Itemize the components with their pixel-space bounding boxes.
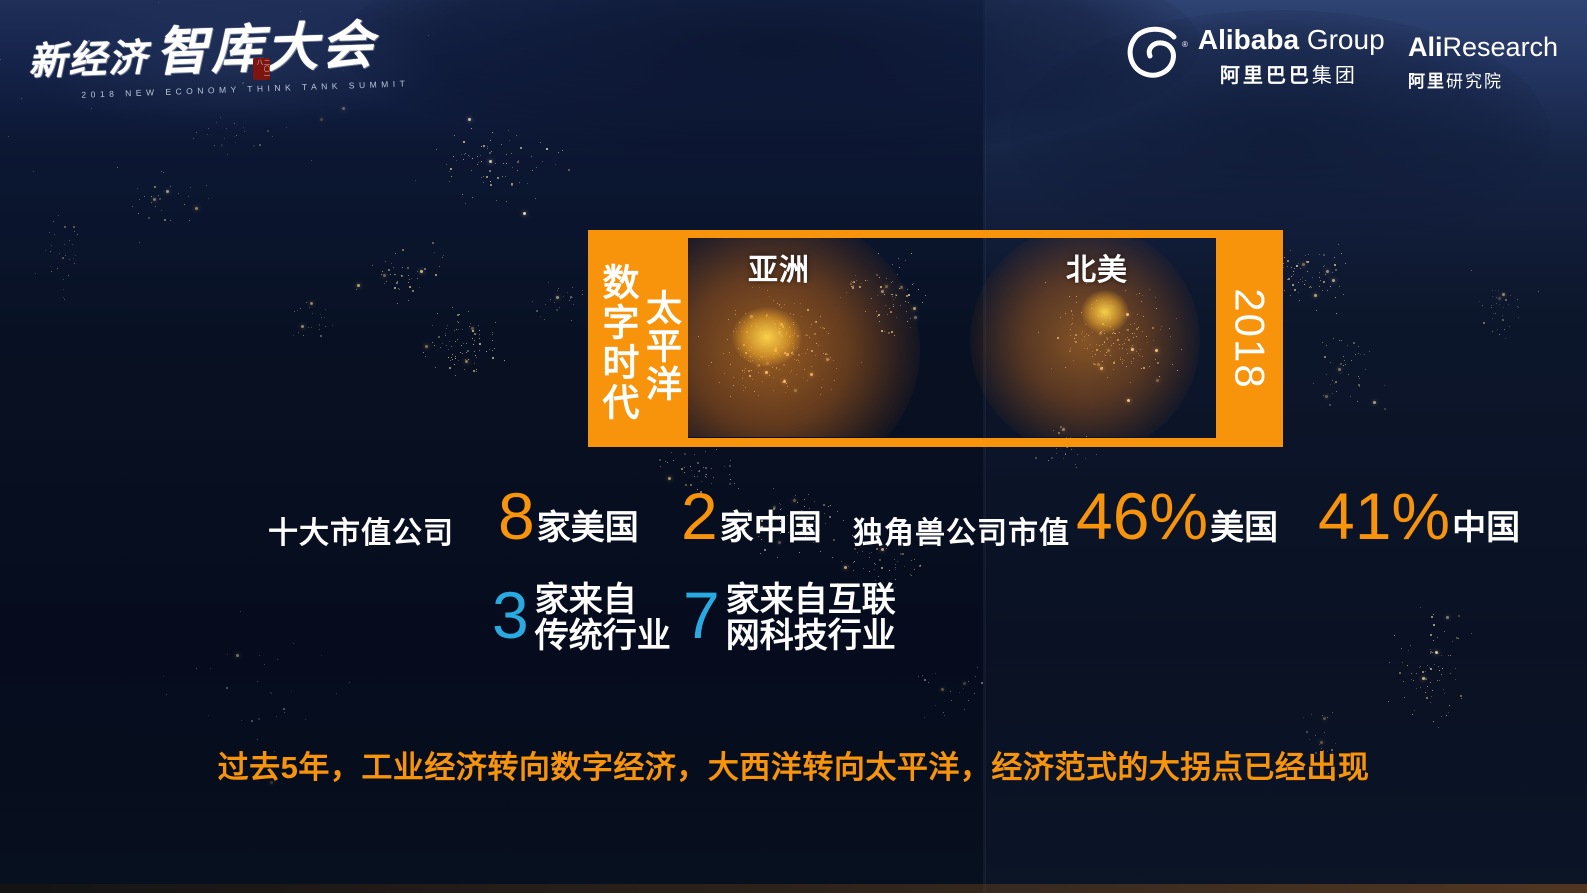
bottom-photo-strip: [0, 884, 1587, 893]
stat-traditional-line1: 家来自: [534, 581, 637, 619]
alibaba-chinese-bold: 阿里巴巴: [1219, 65, 1312, 87]
stat-unicorn-cn: 41% 中国: [1318, 483, 1520, 549]
summit-logo-calligraphy: 新经济 智库大会: [27, 1, 409, 89]
alibaba-group-chinese: 阿里巴巴集团: [1220, 59, 1385, 88]
registered-mark: ®: [1182, 40, 1188, 49]
asia-label: 亚洲: [748, 254, 810, 287]
alibaba-wordmark-bold: Alibaba: [1197, 24, 1300, 55]
stat-unicorn-us-value: 46%: [1076, 479, 1209, 553]
stat-us-companies: 8 家美国: [498, 483, 639, 549]
aliresearch-chinese-light: 研究院: [1446, 72, 1503, 91]
aliresearch-logo: AliResearch 阿里研究院: [1408, 32, 1558, 92]
asia-glow: [688, 238, 920, 437]
alibaba-wordmark-light: Group: [1299, 24, 1385, 55]
north-america-glow: [970, 238, 1200, 437]
header-photo-texture: [20, 0, 440, 130]
stat-traditional-text: 家来自 传统行业: [535, 582, 671, 654]
stat-internet-line2: 网科技行业: [725, 617, 896, 655]
stat-cn-companies-unit: 家中国: [719, 509, 822, 547]
asia-glow-core: [732, 307, 802, 367]
top10-market-cap-label: 十大市值公司: [268, 517, 454, 550]
era-box-map-window: [688, 238, 1216, 437]
stat-us-companies-unit: 家美国: [536, 509, 639, 547]
north-america-glow-core: [1081, 290, 1129, 334]
aliresearch-wordmark-bold: Ali: [1408, 32, 1443, 62]
era-box-year-panel: 2018: [1216, 230, 1283, 447]
summit-logo-line1: 新经济: [27, 37, 149, 84]
alibaba-chinese-light: 集团: [1311, 65, 1358, 87]
north-america-label: 北美: [1066, 254, 1128, 287]
stat-unicorn-us: 46% 美国: [1076, 483, 1278, 549]
stat-internet-value: 7: [683, 578, 720, 652]
alibaba-logo-text: Alibaba Group 阿里巴巴集团: [1198, 24, 1385, 88]
stat-unicorn-cn-unit: 中国: [1452, 509, 1521, 547]
summit-logo: 新经济 智库大会 2018 NEW ECONOMY THINK TANK SUM…: [27, 1, 410, 101]
era-box-title-pacific: 太平洋: [641, 289, 682, 403]
key-message: 过去5年，工业经济转向数字经济，大西洋转向太平洋，经济范式的大拐点已经出现: [217, 750, 1370, 785]
era-box-title-digital-era: 数字时代: [597, 263, 638, 423]
stat-cn-companies: 2 家中国: [681, 483, 822, 549]
stat-unicorn-cn-value: 41%: [1318, 479, 1451, 553]
stat-traditional-industry: 3 家来自 传统行业: [492, 582, 671, 654]
stat-internet-line1: 家来自互联: [725, 581, 896, 619]
stat-traditional-line2: 传统行业: [534, 617, 671, 655]
stat-internet-text: 家来自互联 网科技行业: [726, 582, 896, 654]
stat-unicorn-us-unit: 美国: [1210, 509, 1279, 547]
aliresearch-chinese-bold: 阿里: [1408, 72, 1446, 91]
era-box-year: 2018: [1226, 287, 1274, 390]
stat-traditional-value: 3: [492, 578, 529, 652]
unicorn-market-cap-label: 独角兽公司市值: [853, 517, 1070, 550]
alibaba-group-wordmark: Alibaba Group: [1198, 24, 1385, 56]
aliresearch-chinese: 阿里研究院: [1408, 67, 1558, 92]
landmass-north-america: [1010, 10, 1550, 260]
stat-us-companies-value: 8: [498, 479, 535, 553]
stat-internet-industry: 7 家来自互联 网科技行业: [683, 582, 896, 654]
stat-cn-companies-value: 2: [681, 479, 718, 553]
alibaba-group-logo: ® Alibaba Group 阿里巴巴集团: [1124, 24, 1385, 88]
alibaba-smile-icon: [1127, 26, 1177, 78]
aliresearch-wordmark: AliResearch: [1408, 32, 1558, 63]
aliresearch-wordmark-light: Research: [1442, 32, 1559, 62]
era-box-frame: [588, 230, 1283, 447]
summit-logo-seal: 二〇一八: [253, 58, 270, 80]
